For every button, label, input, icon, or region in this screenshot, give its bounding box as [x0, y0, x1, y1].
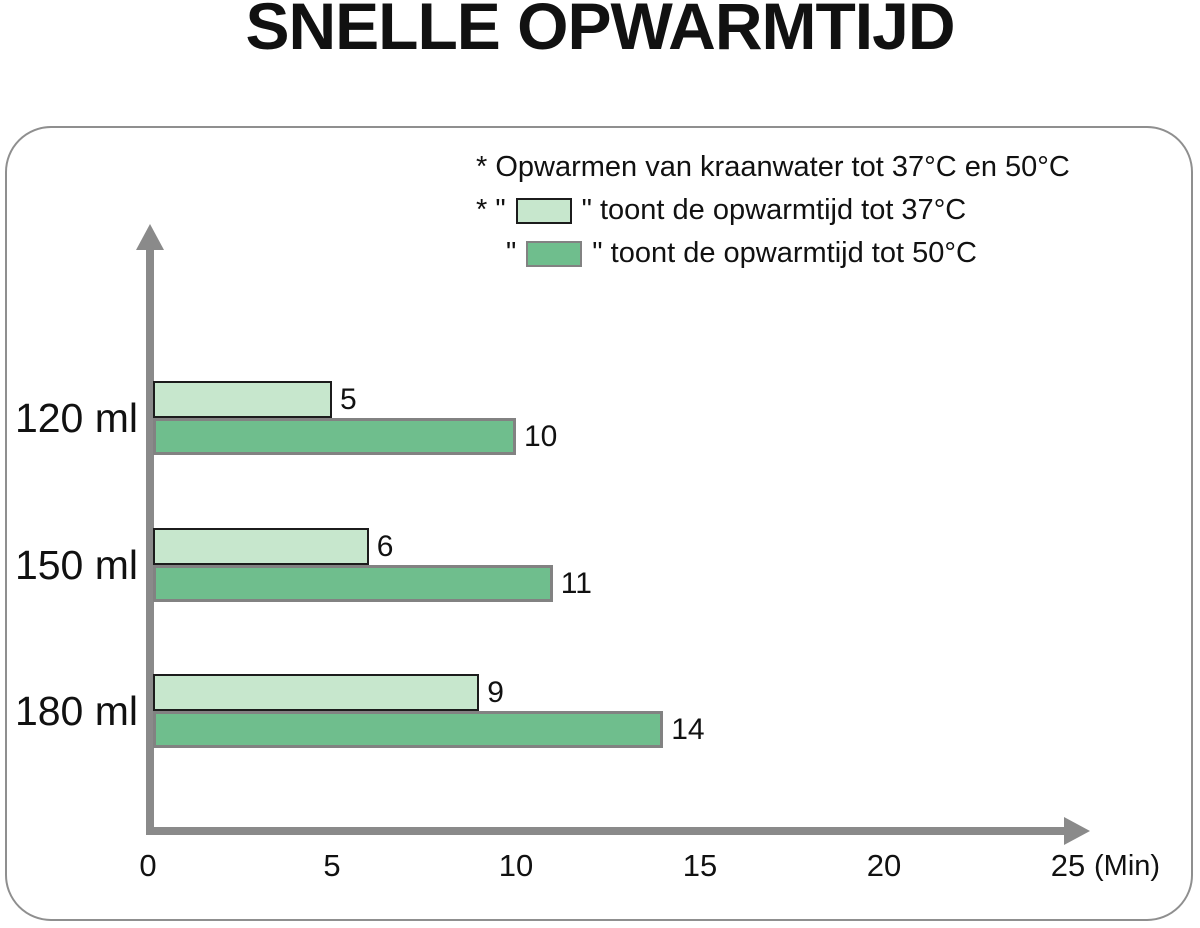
chart-panel [5, 126, 1193, 921]
bar-value-label: 9 [487, 676, 504, 709]
x-tick-label: 10 [498, 848, 534, 883]
bar-value-label: 11 [560, 567, 592, 600]
x-tick-label: 25 [1050, 848, 1086, 883]
legend-swatch-37c [515, 197, 572, 224]
legend-entry-50c-prefix: " [506, 237, 517, 269]
bar-50c-120ml [153, 418, 516, 455]
legend-entry-37c: * " " toont de opwarmtijd tot 37°C [476, 189, 1070, 232]
y-axis-arrow-icon [136, 224, 164, 250]
legend-entry-37c-prefix: * " [476, 194, 506, 226]
bar-value-label: 10 [524, 420, 558, 453]
legend-entry-50c: " " toont de opwarmtijd tot 50°C [476, 232, 1070, 275]
bar-50c-180ml [153, 711, 664, 748]
x-tick-label: 5 [323, 848, 341, 883]
legend: * Opwarmen van kraanwater tot 37°C en 50… [476, 146, 1070, 275]
bar-37c-120ml [153, 381, 332, 418]
chart-title: SNELLE OPWARMTIJD [245, 0, 955, 63]
x-axis-arrow-icon [1064, 817, 1090, 845]
bar-50c-150ml [153, 565, 553, 602]
category-label: 120 ml [14, 395, 138, 441]
category-label: 180 ml [14, 688, 138, 734]
x-axis-unit-label: (Min) [1094, 850, 1161, 882]
legend-swatch-50c [526, 240, 583, 267]
bar-value-label: 14 [671, 713, 705, 746]
x-tick-label: 0 [139, 848, 157, 883]
x-axis-line [146, 827, 1064, 835]
y-axis-line [146, 248, 154, 835]
legend-entry-37c-label: " toont de opwarmtijd tot 37°C [581, 194, 967, 226]
bar-value-label: 6 [376, 530, 394, 563]
x-tick-label: 20 [866, 848, 902, 883]
bar-37c-150ml [153, 528, 369, 565]
x-tick-label: 15 [682, 848, 718, 883]
legend-note-text: * Opwarmen van kraanwater tot 37°C en 50… [476, 151, 1070, 183]
legend-entry-50c-label: " toont de opwarmtijd tot 50°C [592, 237, 977, 269]
category-label: 150 ml [14, 542, 138, 588]
legend-note: * Opwarmen van kraanwater tot 37°C en 50… [476, 146, 1070, 189]
bar-value-label: 5 [340, 383, 357, 416]
bar-37c-180ml [153, 674, 480, 711]
